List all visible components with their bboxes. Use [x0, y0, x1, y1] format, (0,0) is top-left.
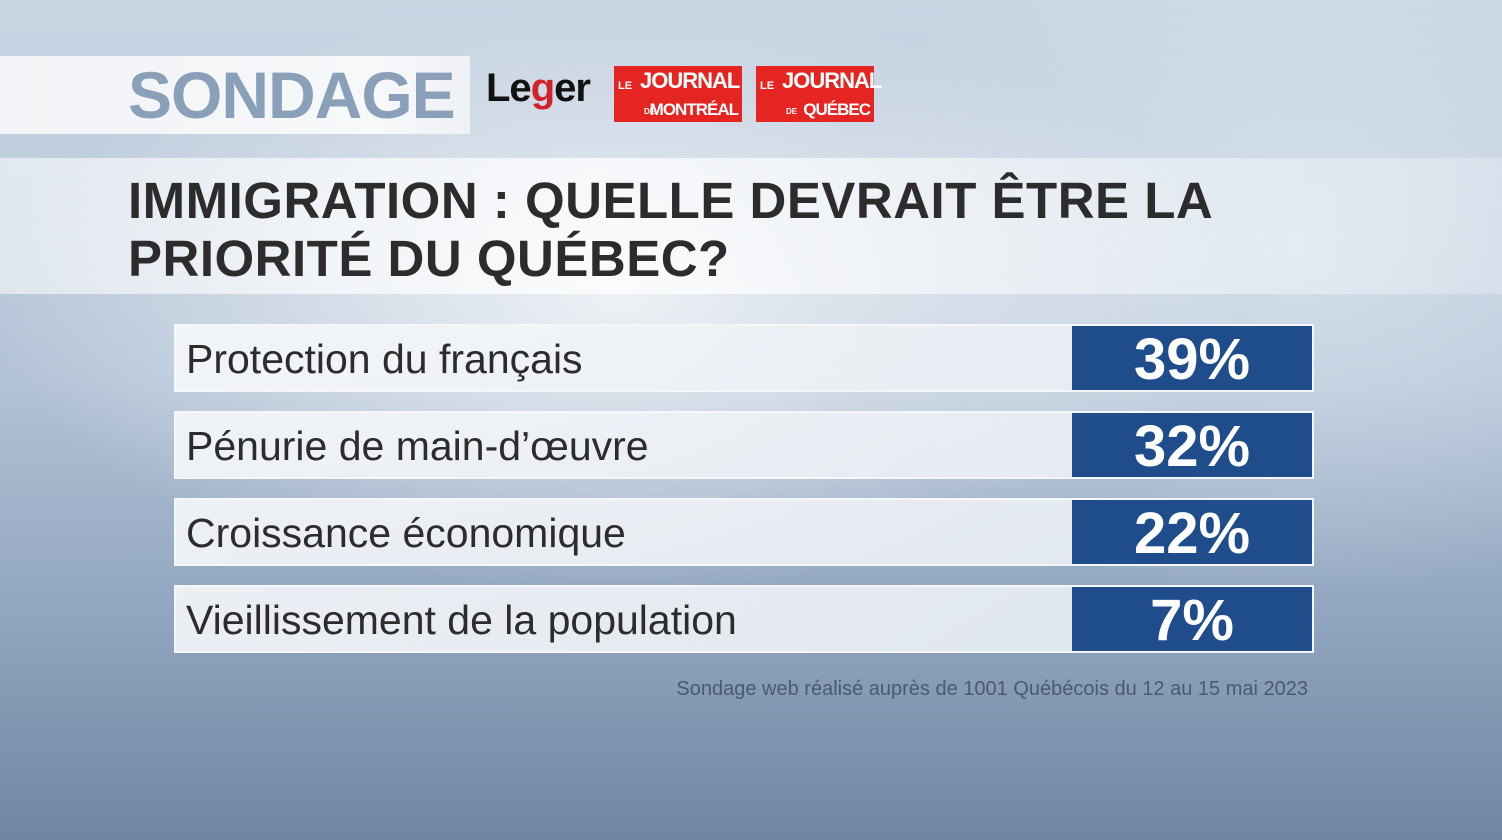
value-bar: 7%	[1072, 587, 1312, 653]
category-label: Protection du français	[186, 336, 583, 382]
result-row: Croissance économique 22%	[174, 498, 1314, 566]
title-band	[0, 158, 1502, 294]
category-label: Vieillissement de la population	[186, 597, 737, 643]
header-band	[0, 56, 470, 134]
result-row: Protection du français 39%	[174, 324, 1314, 392]
value-bar: 39%	[1072, 326, 1312, 392]
category-label: Pénurie de main-d’œuvre	[186, 423, 649, 469]
journal-de-quebec-logo: LE JOURNAL DE QUÉBEC	[756, 66, 882, 122]
category-label: Croissance économique	[186, 510, 626, 556]
journal-de-montreal-logo: LE JOURNAL DE MONTRÉAL	[614, 66, 742, 122]
value-label: 32%	[1133, 414, 1251, 479]
leger-logo: Leger	[486, 66, 591, 110]
results-table: Protection du français 39% Pénurie de main…	[174, 324, 1314, 672]
section-tag: SONDAGE	[128, 58, 456, 132]
survey-note: Sondage web réalisé auprès de 1001 Québé…	[676, 678, 1308, 700]
result-row: Vieillissement de la population 7%	[174, 585, 1314, 653]
result-row: Pénurie de main-d’œuvre 32%	[174, 411, 1314, 479]
value-bar: 32%	[1072, 413, 1312, 479]
value-bar: 22%	[1072, 500, 1312, 566]
value-label: 39%	[1133, 327, 1251, 392]
value-label: 7%	[1150, 588, 1234, 653]
value-label: 22%	[1133, 501, 1251, 566]
chart-title: IMMIGRATION : QUELLE DEVRAIT ÊTRE LA PRI…	[128, 172, 1212, 287]
